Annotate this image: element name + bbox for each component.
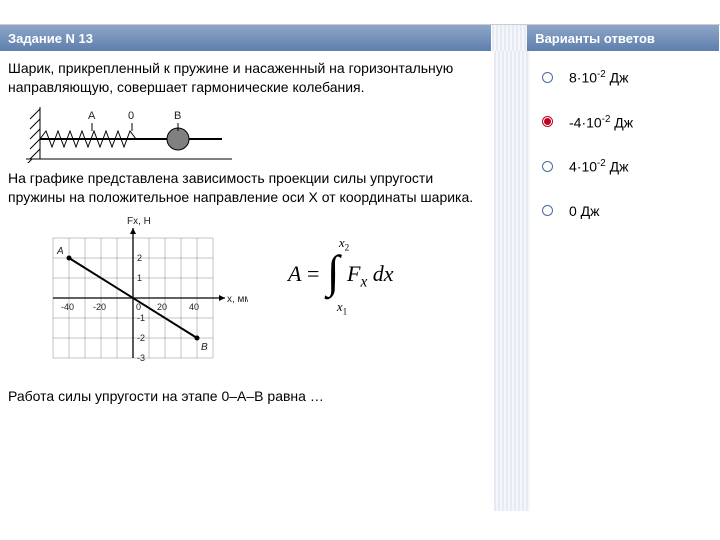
problem-text-3: Работа силы упругости на этапе 0–A–B рав… bbox=[8, 387, 484, 406]
radio-icon[interactable] bbox=[542, 72, 553, 83]
svg-text:-1: -1 bbox=[137, 313, 145, 323]
svg-text:20: 20 bbox=[157, 302, 167, 312]
svg-text:A: A bbox=[56, 246, 64, 257]
answer-option[interactable]: 8·10-2 Дж bbox=[542, 69, 712, 86]
work-formula: A = x2 ∫ x1 Fx dx bbox=[288, 249, 394, 303]
label-A: A bbox=[88, 110, 96, 122]
svg-text:Fx, Н: Fx, Н bbox=[127, 216, 151, 227]
svg-text:x, мм: x, мм bbox=[227, 294, 248, 305]
svg-text:-3: -3 bbox=[137, 353, 145, 363]
problem-text-1: Шарик, прикрепленный к пружине и насажен… bbox=[8, 59, 484, 97]
body-row: Шарик, прикрепленный к пружине и насажен… bbox=[0, 51, 720, 511]
problem-column: Шарик, прикрепленный к пружине и насажен… bbox=[0, 51, 494, 511]
answer-label: -4·10-2 Дж bbox=[569, 114, 633, 131]
answer-option[interactable]: 0 Дж bbox=[542, 203, 712, 219]
answer-label: 4·10-2 Дж bbox=[569, 158, 629, 175]
label-B: B bbox=[174, 110, 181, 122]
top-spacer bbox=[0, 0, 720, 25]
header-gap bbox=[492, 25, 527, 51]
header-answers: Варианты ответов bbox=[527, 25, 720, 51]
answer-label: 0 Дж bbox=[569, 203, 600, 219]
svg-text:-40: -40 bbox=[61, 302, 74, 312]
label-0: 0 bbox=[128, 110, 134, 122]
svg-text:1: 1 bbox=[137, 273, 142, 283]
svg-text:40: 40 bbox=[189, 302, 199, 312]
svg-text:B: B bbox=[201, 342, 208, 353]
radio-icon[interactable] bbox=[542, 161, 553, 172]
answer-option[interactable]: -4·10-2 Дж bbox=[542, 114, 712, 131]
problem-text-2: На графике представлена зависимость прое… bbox=[8, 169, 484, 207]
svg-text:-20: -20 bbox=[93, 302, 106, 312]
header-row: Задание N 13 Варианты ответов bbox=[0, 25, 720, 51]
answer-label: 8·10-2 Дж bbox=[569, 69, 629, 86]
force-graph: Fx, Нx, мм-40-202040012-1-2-3AB bbox=[18, 213, 248, 383]
task-container: Задание N 13 Варианты ответов Шарик, при… bbox=[0, 0, 720, 540]
column-separator bbox=[494, 51, 530, 511]
radio-icon[interactable] bbox=[542, 205, 553, 216]
header-task: Задание N 13 bbox=[0, 25, 492, 51]
answers-column: 8·10-2 Дж -4·10-2 Дж 4·10-2 Дж 0 Дж bbox=[530, 51, 718, 511]
svg-text:-2: -2 bbox=[137, 333, 145, 343]
radio-icon[interactable] bbox=[542, 116, 553, 127]
spring-diagram: A 0 B bbox=[22, 103, 242, 163]
answer-option[interactable]: 4·10-2 Дж bbox=[542, 158, 712, 175]
svg-text:2: 2 bbox=[137, 253, 142, 263]
